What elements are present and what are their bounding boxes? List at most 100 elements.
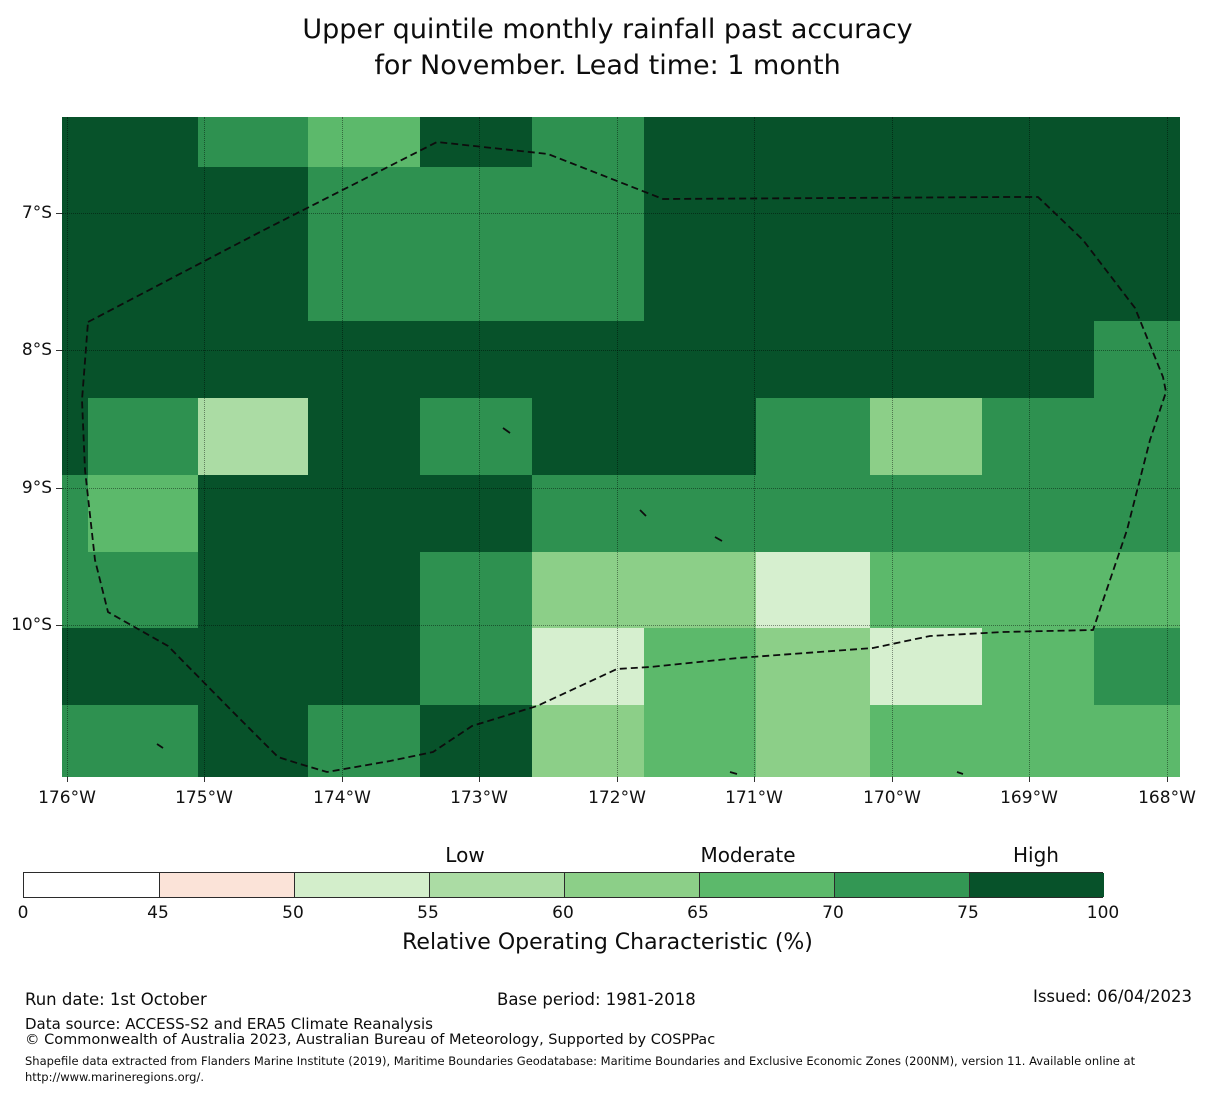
grid-cell (1094, 552, 1180, 628)
grid-cell (420, 552, 532, 628)
colorbar-category-moderate: Moderate (700, 843, 796, 867)
run-date-text: Run date: 1st October (25, 990, 207, 1009)
grid-cell (644, 167, 756, 244)
grid-cell (198, 398, 308, 475)
colorbar-tick-label: 50 (282, 903, 304, 923)
grid-cell (88, 552, 198, 628)
eez-boundary-fragment (714, 536, 723, 542)
grid-cell (982, 321, 1094, 398)
colorbar-tick-label: 75 (957, 903, 979, 923)
grid-cell (62, 552, 88, 628)
grid-cell (62, 628, 88, 705)
grid-cell (532, 475, 644, 552)
grid-cell (982, 475, 1094, 552)
grid-cell (198, 705, 308, 777)
grid-cell (532, 167, 644, 244)
grid-cell (756, 628, 870, 705)
colorbar-segment (294, 873, 429, 897)
shapefile-attribution-line-2: http://www.marineregions.org/. (25, 1070, 204, 1084)
grid-cell (1094, 321, 1180, 398)
grid-cell (870, 117, 982, 167)
x-tick-label: 169°W (1000, 788, 1058, 808)
grid-cell (198, 475, 308, 552)
grid-cell (198, 321, 308, 398)
grid-cell (982, 705, 1094, 777)
grid-cell (532, 244, 644, 321)
x-tick-label: 173°W (450, 788, 508, 808)
grid-cell (644, 321, 756, 398)
grid-cell (88, 167, 198, 244)
colorbar-category-low: Low (445, 843, 485, 867)
colorbar-tick-label: 45 (147, 903, 169, 923)
copyright-text: © Commonwealth of Australia 2023, Austra… (25, 1032, 716, 1048)
grid-cell (308, 552, 420, 628)
grid-cell (420, 628, 532, 705)
grid-cell (88, 475, 198, 552)
grid-cell (308, 398, 420, 475)
data-source-text: Data source: ACCESS-S2 and ERA5 Climate … (25, 1015, 433, 1033)
x-tick-mark (754, 777, 755, 782)
grid-cell (420, 244, 532, 321)
colorbar-segment (834, 873, 969, 897)
grid-cell (420, 705, 532, 777)
eez-boundary (81, 141, 1167, 775)
grid-cell (420, 398, 532, 475)
grid-cell (198, 628, 308, 705)
x-tick-label: 170°W (863, 788, 921, 808)
grid-cell (644, 705, 756, 777)
grid-cell (198, 244, 308, 321)
grid-cell (308, 244, 420, 321)
grid-cell (756, 705, 870, 777)
y-tick-label: 10°S (11, 615, 52, 635)
colorbar-segment (969, 873, 1104, 897)
grid-cell (644, 117, 756, 167)
grid-cell (308, 705, 420, 777)
grid-cell (532, 628, 644, 705)
x-tick-label: 168°W (1138, 788, 1196, 808)
x-tick-mark (342, 777, 343, 782)
grid-cell (62, 705, 88, 777)
x-tick-mark (617, 777, 618, 782)
y-tick-mark (56, 625, 62, 626)
graticule-meridian (892, 117, 893, 777)
x-tick-mark (1167, 777, 1168, 782)
colorbar-tick-label: 60 (552, 903, 574, 923)
y-tick-mark (56, 213, 62, 214)
grid-cell (756, 552, 870, 628)
colorbar-segment (24, 873, 159, 897)
eez-boundary-fragment (639, 509, 647, 517)
grid-cell (420, 321, 532, 398)
grid-cell (198, 167, 308, 244)
grid-cell (1094, 167, 1180, 244)
grid-cell (308, 475, 420, 552)
x-tick-mark (479, 777, 480, 782)
grid-cell (88, 628, 198, 705)
grid-cell (420, 167, 532, 244)
grid-cell (1094, 398, 1180, 475)
map-plot-area (62, 117, 1180, 777)
grid-cell (420, 117, 532, 167)
x-tick-label: 171°W (725, 788, 783, 808)
grid-cell (982, 167, 1094, 244)
colorbar-category-high: High (1013, 843, 1059, 867)
chart-title-line-1: Upper quintile monthly rainfall past acc… (302, 14, 913, 45)
grid-cell (308, 321, 420, 398)
eez-boundary-fragment (729, 771, 738, 775)
eez-boundary-fragment (156, 743, 164, 749)
grid-cell (870, 475, 982, 552)
grid-cell (644, 628, 756, 705)
colorbar-divider (699, 873, 700, 897)
grid-cell (308, 117, 420, 167)
grid-cell (982, 398, 1094, 475)
graticule-parallel (62, 625, 1180, 626)
x-tick-label: 174°W (313, 788, 371, 808)
colorbar-segment (159, 873, 294, 897)
colorbar-tick-label: 0 (17, 903, 29, 923)
grid-cell (532, 552, 644, 628)
x-tick-label: 172°W (588, 788, 646, 808)
x-tick-mark (204, 777, 205, 782)
graticule-meridian (1167, 117, 1168, 777)
y-tick-label: 8°S (21, 340, 52, 360)
graticule-meridian (1029, 117, 1030, 777)
colorbar-divider (969, 873, 970, 897)
